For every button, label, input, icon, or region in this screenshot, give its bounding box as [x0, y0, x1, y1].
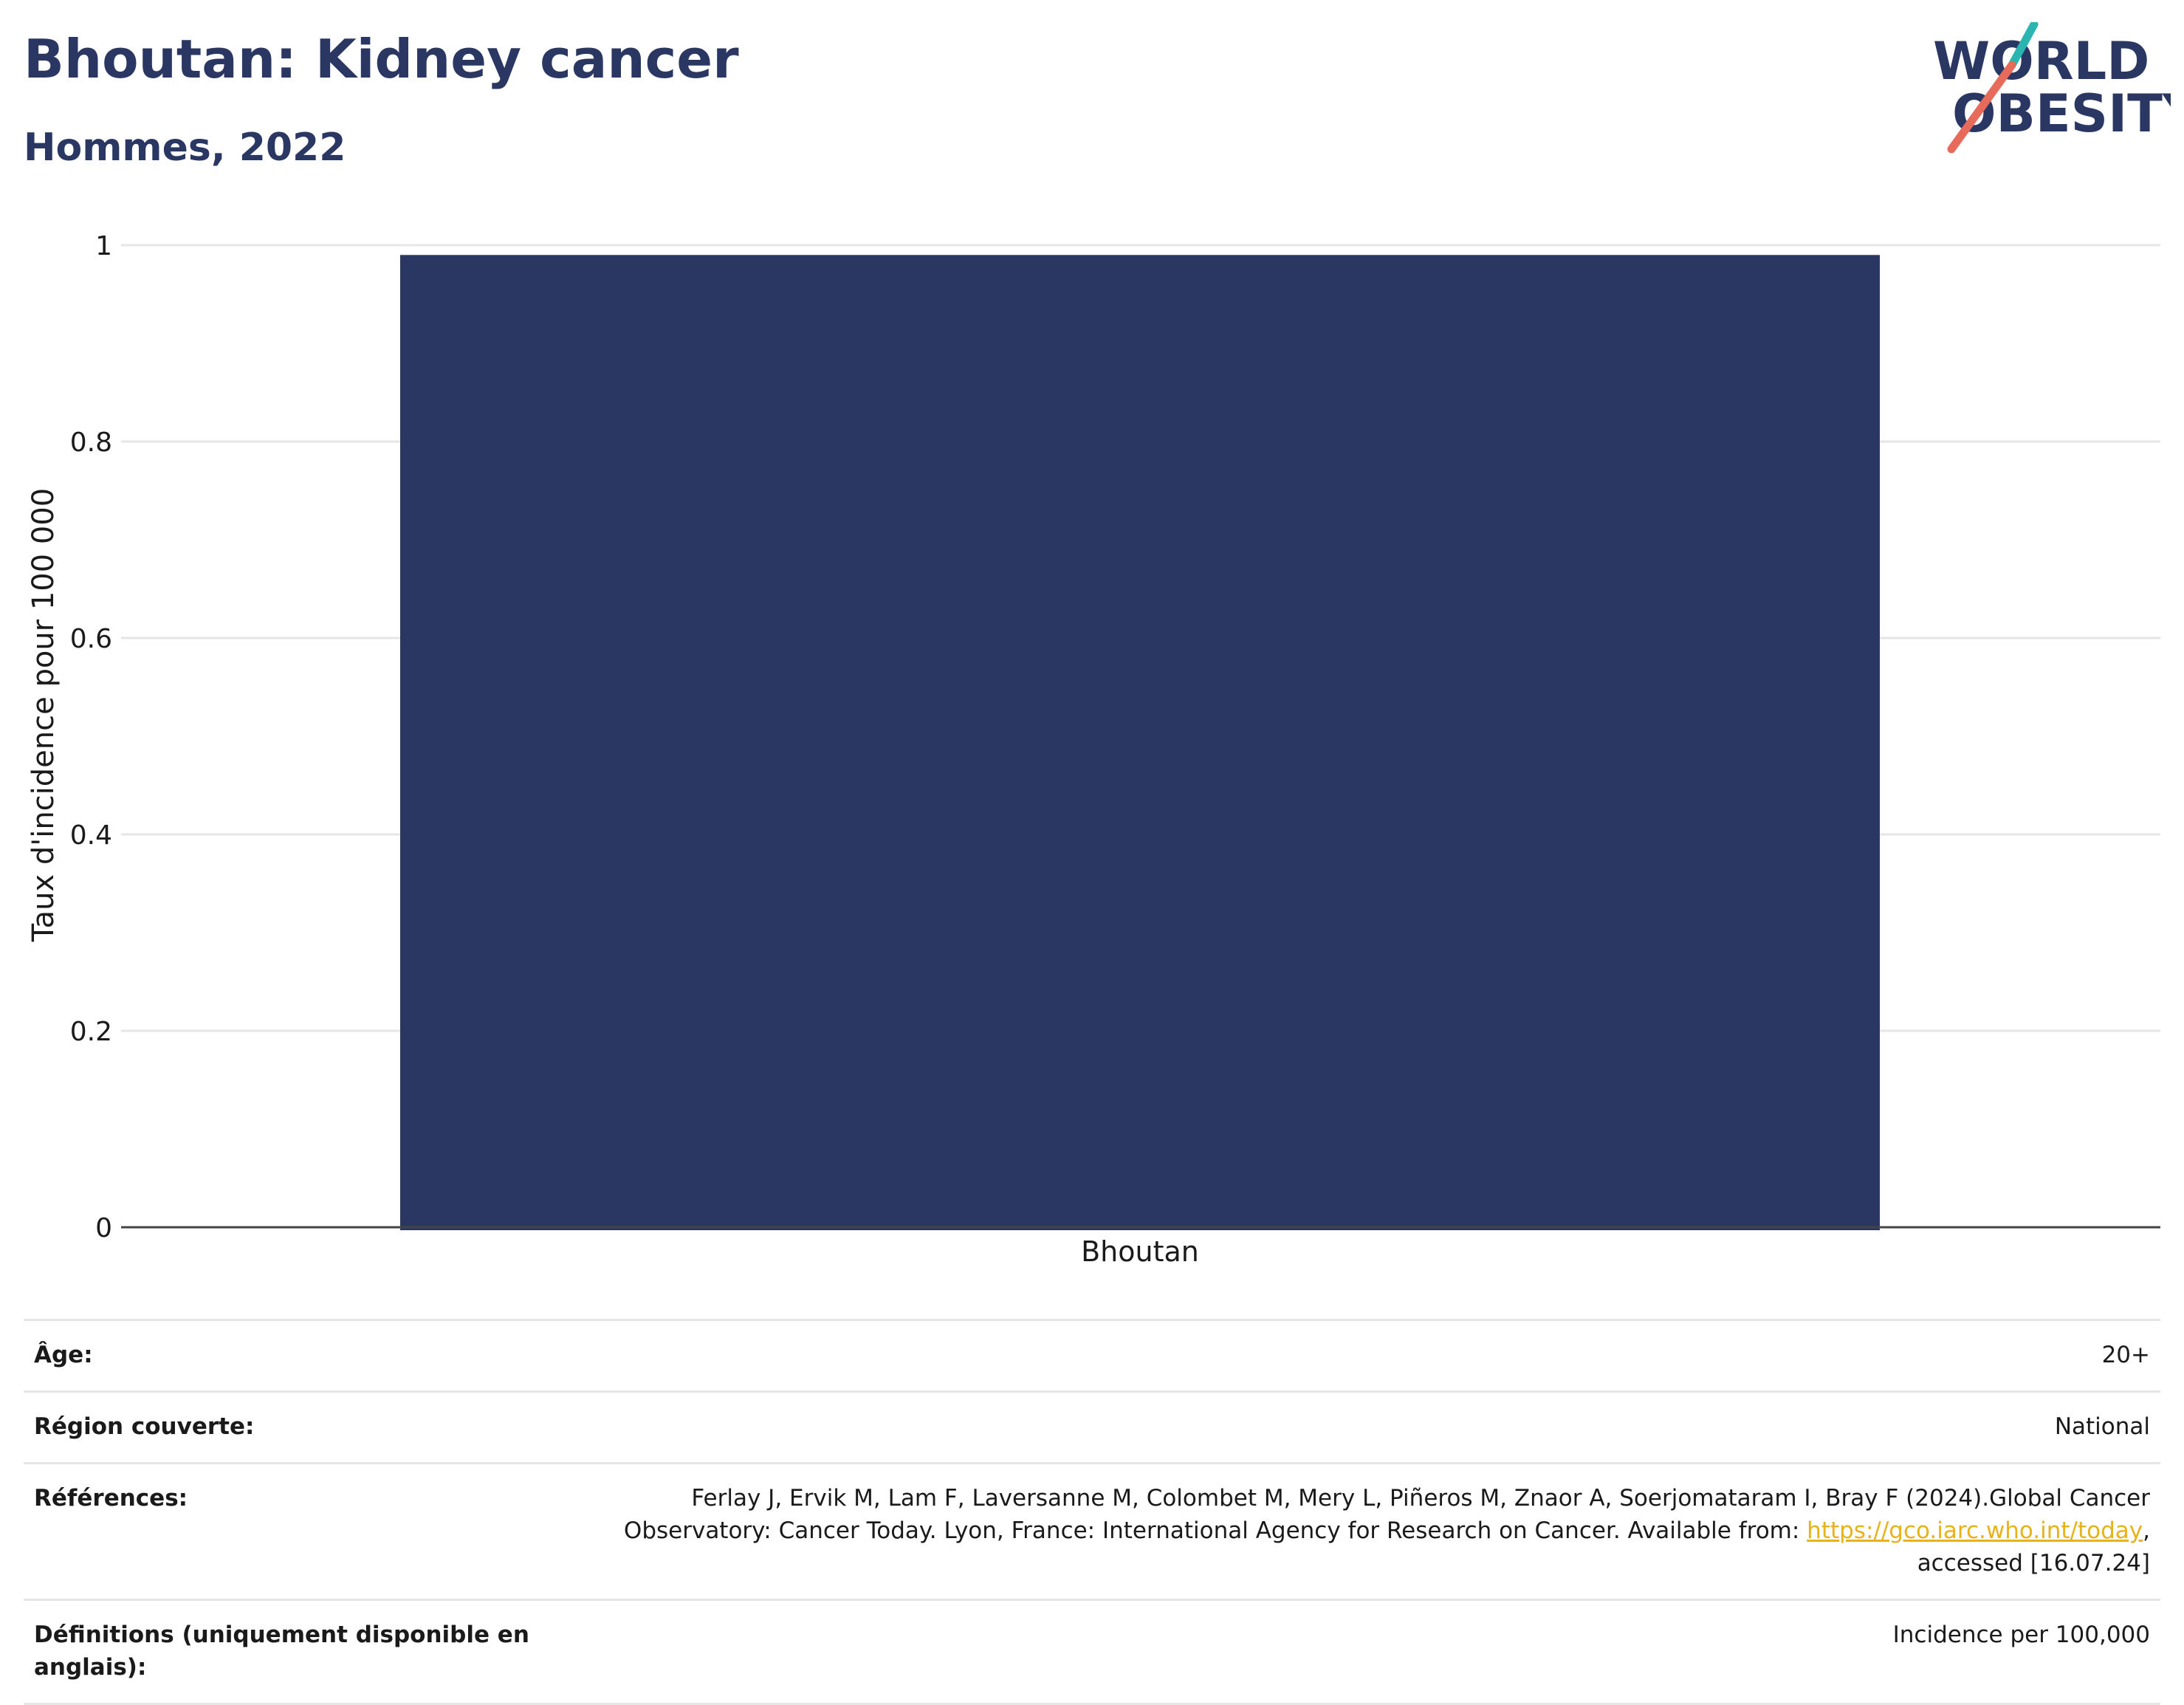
age-label: Âge:: [24, 1319, 554, 1393]
logo-slash-coral: [1947, 61, 2016, 154]
references-text-2: Observatory: Cancer Today. Lyon, France:…: [623, 1517, 1807, 1544]
definitions-label: Définitions (uniquement disponible en an…: [24, 1599, 554, 1705]
definitions-value: Incidence per 100,000: [554, 1599, 2160, 1705]
y-tick-labels: 0 0.2 0.4 0.6 0.8 1: [70, 231, 112, 1243]
references-value: Ferlay J, Ervik M, Lam F, Laversanne M, …: [554, 1462, 2160, 1601]
bars: [400, 255, 1880, 1230]
x-tick-label: Bhoutan: [1081, 1235, 1199, 1268]
y-tick-label: 0.4: [70, 820, 112, 851]
logo-text-world: WORLD: [1933, 31, 2149, 92]
y-tick-label: 0: [95, 1213, 112, 1243]
x-tick-labels: Bhoutan: [1081, 1235, 1199, 1268]
y-axis-title: Taux d'incidence pour 100 000: [27, 488, 61, 942]
references-link[interactable]: https://gco.iarc.who.int/today: [1807, 1517, 2143, 1544]
references-text-4: accessed [16.07.24]: [1917, 1550, 2150, 1577]
chart-subtitle: Hommes, 2022: [24, 126, 346, 170]
age-value: 20+: [554, 1319, 2160, 1393]
y-tick-label: 0.6: [70, 624, 112, 654]
logo-slash-teal: [2008, 22, 2039, 69]
meta-row-age: Âge: 20+: [24, 1319, 2160, 1393]
y-tick-label: 0.8: [70, 428, 112, 458]
meta-row-region: Région couverte: National: [24, 1390, 2160, 1464]
y-tick-label: 0.2: [70, 1017, 112, 1047]
meta-row-references: Références: Ferlay J, Ervik M, Lam F, La…: [24, 1462, 2160, 1601]
meta-row-definitions: Définitions (uniquement disponible en an…: [24, 1599, 2160, 1705]
references-text-3: ,: [2143, 1517, 2150, 1544]
world-obesity-logo: WORLD OBESITY: [1933, 22, 2171, 154]
region-label: Région couverte:: [24, 1390, 554, 1464]
region-value: National: [554, 1390, 2160, 1464]
references-label: Références:: [24, 1462, 554, 1601]
bar-chart: 0 0.2 0.4 0.6 0.8 1 Bhoutan Taux d'incidence …: [27, 231, 2160, 1268]
metadata-table: Âge: 20+ Région couverte: National Référ…: [24, 1319, 2160, 1705]
references-text-1: Ferlay J, Ervik M, Lam F, Laversanne M, …: [691, 1485, 2150, 1512]
y-tick-label: 1: [95, 231, 112, 261]
bar[interactable]: [400, 255, 1880, 1230]
chart-title: Bhoutan: Kidney cancer: [24, 28, 739, 90]
